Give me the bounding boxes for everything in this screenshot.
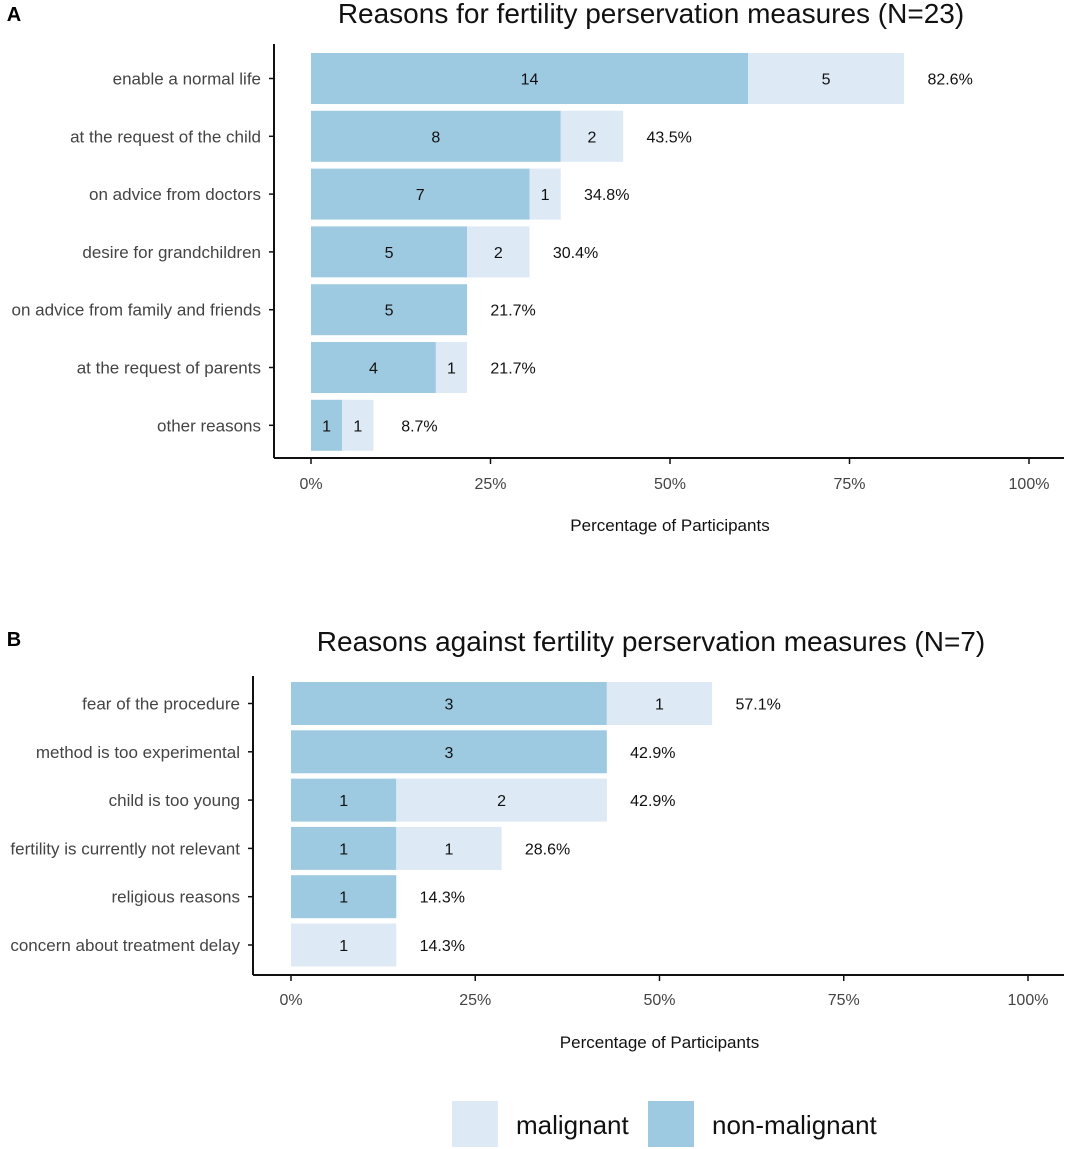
bar-malignant <box>529 168 561 220</box>
x-tick-label: 0% <box>279 992 302 1009</box>
total-percent-label: 21.7% <box>490 361 535 378</box>
bar-label-non-malignant: 8 <box>431 129 440 146</box>
chart-panel-b: B Reasons against fertility perservation … <box>7 626 1064 1052</box>
bar-label-non-malignant: 1 <box>339 793 348 810</box>
category-label: religious reasons <box>111 888 240 907</box>
x-tick-label: 25% <box>459 992 491 1009</box>
bar-label-non-malignant: 1 <box>339 841 348 858</box>
total-percent-label: 42.9% <box>630 745 675 762</box>
total-percent-label: 34.8% <box>584 187 629 204</box>
bar-malignant <box>291 923 397 967</box>
category-label: other reasons <box>157 416 261 435</box>
category-label: desire for grandchildren <box>82 243 261 262</box>
legend: malignant non-malignant <box>452 1101 878 1147</box>
bar-label-malignant: 1 <box>339 938 348 955</box>
category-label: on advice from doctors <box>89 185 261 204</box>
bar-label-malignant: 1 <box>655 697 664 714</box>
bar-label-malignant: 1 <box>444 841 453 858</box>
category-label: child is too young <box>109 791 240 810</box>
bar-label-non-malignant: 3 <box>444 697 453 714</box>
bar-malignant <box>435 342 468 393</box>
bar-malignant <box>748 53 905 104</box>
bar-non-malignant <box>291 826 397 870</box>
bar-non-malignant <box>311 399 343 451</box>
bar-non-malignant <box>311 168 530 220</box>
x-tick-label: 75% <box>833 476 865 493</box>
x-axis-title: Percentage of Participants <box>560 1033 759 1052</box>
total-percent-label: 14.3% <box>420 938 465 955</box>
bar-non-malignant <box>311 342 436 393</box>
category-label: at the request of parents <box>77 359 261 378</box>
category-label: enable a normal life <box>113 70 261 89</box>
bar-malignant <box>396 826 502 870</box>
bar-non-malignant <box>311 53 749 104</box>
bar-malignant <box>467 226 530 278</box>
x-tick-label: 50% <box>654 476 686 493</box>
total-percent-label: 8.7% <box>401 418 437 435</box>
chart-panel-a: A Reasons for fertility perservation meas… <box>7 0 1064 535</box>
bar-malignant <box>342 399 374 451</box>
legend-swatch-malignant <box>452 1101 498 1147</box>
category-label: fertility is currently not relevant <box>10 839 240 858</box>
category-label: at the request of the child <box>70 127 261 146</box>
category-label: on advice from family and friends <box>12 301 261 320</box>
bar-label-non-malignant: 14 <box>521 72 539 89</box>
bar-label-non-malignant: 5 <box>385 245 394 262</box>
chart-title: Reasons for fertility perservation measu… <box>338 0 964 29</box>
bar-label-malignant: 5 <box>822 72 831 89</box>
bar-malignant <box>606 682 713 725</box>
panel-label: A <box>7 4 21 26</box>
bar-label-non-malignant: 3 <box>444 745 453 762</box>
x-tick-label: 0% <box>299 476 322 493</box>
legend-swatch-non-malignant <box>648 1101 694 1147</box>
bar-label-non-malignant: 1 <box>339 890 348 907</box>
total-percent-label: 21.7% <box>490 303 535 320</box>
bar-label-non-malignant: 5 <box>385 303 394 320</box>
x-axis-title: Percentage of Participants <box>570 516 769 535</box>
bar-label-non-malignant: 4 <box>369 361 378 378</box>
total-percent-label: 42.9% <box>630 793 675 810</box>
bar-label-malignant: 2 <box>494 245 503 262</box>
bar-label-malignant: 2 <box>588 129 597 146</box>
bar-non-malignant <box>311 284 468 336</box>
x-tick-label: 25% <box>474 476 506 493</box>
total-percent-label: 43.5% <box>646 129 691 146</box>
panel-label: B <box>7 629 21 651</box>
bar-non-malignant <box>291 730 607 774</box>
total-percent-label: 82.6% <box>927 72 972 89</box>
bar-non-malignant <box>291 778 397 822</box>
bar-non-malignant <box>311 110 561 162</box>
bar-label-malignant: 2 <box>497 793 506 810</box>
x-tick-label: 100% <box>1009 476 1050 493</box>
total-percent-label: 57.1% <box>735 697 780 714</box>
total-percent-label: 28.6% <box>525 841 570 858</box>
chart-title: Reasons against fertility perservation m… <box>317 626 985 657</box>
bar-label-malignant: 1 <box>353 418 362 435</box>
total-percent-label: 14.3% <box>420 890 465 907</box>
bar-non-malignant <box>291 682 607 725</box>
bar-label-malignant: 1 <box>541 187 550 204</box>
legend-label-malignant: malignant <box>516 1110 630 1140</box>
legend-label-non-malignant: non-malignant <box>712 1110 878 1140</box>
bar-malignant <box>396 778 607 822</box>
category-label: method is too experimental <box>36 743 240 762</box>
bar-non-malignant <box>311 226 468 278</box>
x-tick-label: 75% <box>828 992 860 1009</box>
total-percent-label: 30.4% <box>553 245 598 262</box>
category-label: concern about treatment delay <box>10 936 240 955</box>
bar-label-non-malignant: 7 <box>416 187 425 204</box>
x-tick-label: 50% <box>643 992 675 1009</box>
x-tick-label: 100% <box>1008 992 1049 1009</box>
bar-non-malignant <box>291 875 397 919</box>
category-label: fear of the procedure <box>82 695 240 714</box>
bar-malignant <box>560 110 624 162</box>
bar-label-non-malignant: 1 <box>322 418 331 435</box>
bar-label-malignant: 1 <box>447 361 456 378</box>
